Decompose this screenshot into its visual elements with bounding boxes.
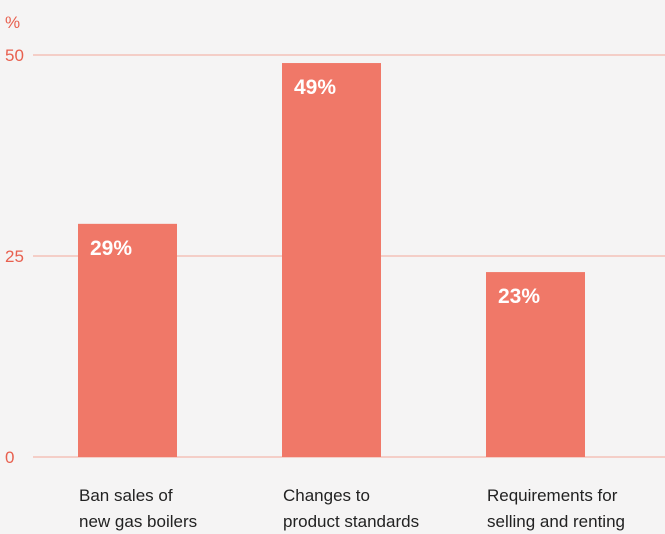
- bar: [78, 223, 177, 457]
- bars: [78, 63, 585, 457]
- category-label: Changes to: [283, 486, 370, 505]
- category-labels: Ban sales of new gas boilers Changes to pro…: [79, 486, 625, 531]
- category-label: Requirements for: [487, 486, 618, 505]
- category-label: new gas boilers: [79, 512, 197, 531]
- category-label: Ban sales of: [79, 486, 173, 505]
- y-tick-label: 0: [5, 448, 14, 467]
- data-labels: 29% 49% 23%: [90, 76, 540, 308]
- data-label: 23%: [498, 285, 540, 308]
- bar: [486, 272, 585, 457]
- y-tick-label: 50: [5, 46, 24, 65]
- bar: [282, 63, 381, 457]
- y-tick-label: 25: [5, 247, 24, 266]
- data-label: 29%: [90, 237, 132, 260]
- data-label: 49%: [294, 76, 336, 99]
- category-label: selling and renting: [487, 512, 625, 531]
- y-axis-label: %: [5, 13, 20, 32]
- y-tick-labels: 0 25 50: [5, 46, 24, 467]
- category-label: product standards: [283, 512, 419, 531]
